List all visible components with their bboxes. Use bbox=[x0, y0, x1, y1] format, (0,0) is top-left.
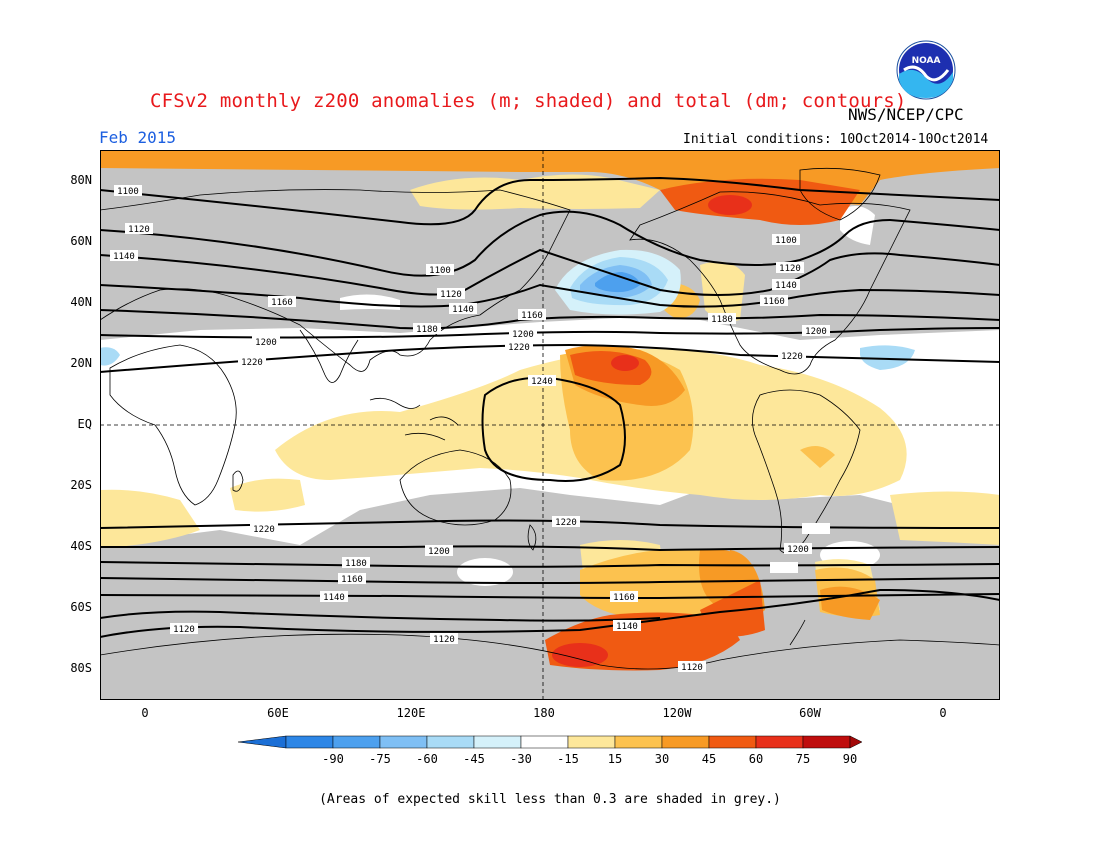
lat-label-eq: EQ bbox=[77, 417, 92, 431]
svg-text:1220: 1220 bbox=[781, 352, 803, 362]
colorbar-tick-label: -30 bbox=[510, 752, 532, 766]
svg-text:1120: 1120 bbox=[779, 264, 801, 274]
colorbar-arrow-left bbox=[238, 735, 287, 749]
colorbar bbox=[238, 735, 862, 749]
colorbar-cell bbox=[661, 735, 710, 749]
svg-text:1160: 1160 bbox=[613, 593, 635, 603]
lat-label-20n: 20N bbox=[70, 356, 92, 370]
svg-text:1180: 1180 bbox=[345, 559, 367, 569]
svg-text:1100: 1100 bbox=[775, 236, 797, 246]
colorbar-tick-label: -45 bbox=[463, 752, 485, 766]
colorbar-tick-label: 15 bbox=[607, 752, 623, 766]
agency-label: NWS/NCEP/CPC bbox=[848, 105, 964, 124]
contour-labels: 1100 1100 1100 1120 1120 1120 1120 1120 … bbox=[110, 185, 830, 673]
svg-text:1120: 1120 bbox=[173, 625, 195, 635]
svg-text:1220: 1220 bbox=[508, 343, 530, 353]
noaa-logo: NOAA bbox=[896, 40, 956, 100]
svg-text:1220: 1220 bbox=[555, 518, 577, 528]
svg-text:1140: 1140 bbox=[113, 252, 135, 262]
svg-text:1120: 1120 bbox=[433, 635, 455, 645]
lat-label-20s: 20S bbox=[70, 478, 92, 492]
svg-text:1180: 1180 bbox=[711, 315, 733, 325]
svg-text:1200: 1200 bbox=[255, 338, 277, 348]
svg-text:1120: 1120 bbox=[128, 225, 150, 235]
colorbar-cell bbox=[802, 735, 851, 749]
colorbar-cell bbox=[332, 735, 381, 749]
lon-label-120e: 120E bbox=[396, 706, 426, 720]
svg-text:1220: 1220 bbox=[253, 525, 275, 535]
svg-text:1120: 1120 bbox=[681, 663, 703, 673]
lat-label-40s: 40S bbox=[70, 539, 92, 553]
colorbar-tick-label: -15 bbox=[557, 752, 579, 766]
svg-text:1140: 1140 bbox=[323, 593, 345, 603]
svg-text:1100: 1100 bbox=[117, 187, 139, 197]
colorbar-tick-label: 75 bbox=[795, 752, 811, 766]
map-frame bbox=[100, 150, 1000, 700]
lat-label-60n: 60N bbox=[70, 234, 92, 248]
lat-label-80n: 80N bbox=[70, 173, 92, 187]
svg-text:1240: 1240 bbox=[531, 377, 553, 387]
colorbar-tick-label: 90 bbox=[842, 752, 858, 766]
colorbar-cell bbox=[426, 735, 475, 749]
colorbar-cell bbox=[755, 735, 804, 749]
svg-text:1100: 1100 bbox=[429, 266, 451, 276]
svg-text:1200: 1200 bbox=[805, 327, 827, 337]
svg-text:1140: 1140 bbox=[616, 622, 638, 632]
lon-label-180: 180 bbox=[533, 706, 555, 720]
svg-text:1200: 1200 bbox=[787, 545, 809, 555]
svg-text:NOAA: NOAA bbox=[912, 56, 941, 66]
coastlines bbox=[100, 167, 1000, 670]
skill-footnote: (Areas of expected skill less than 0.3 a… bbox=[319, 792, 781, 807]
svg-text:1140: 1140 bbox=[452, 305, 474, 315]
colorbar-cell bbox=[379, 735, 428, 749]
colorbar-cell bbox=[473, 735, 522, 749]
lat-label-40n: 40N bbox=[70, 295, 92, 309]
initial-conditions: Initial conditions: 10Oct2014-10Oct2014 bbox=[683, 132, 989, 147]
colorbar-cell bbox=[285, 735, 334, 749]
map-title: CFSv2 monthly z200 anomalies (m; shaded)… bbox=[150, 90, 907, 112]
valid-month: Feb 2015 bbox=[99, 128, 177, 147]
svg-text:1200: 1200 bbox=[428, 547, 450, 557]
svg-text:1180: 1180 bbox=[416, 325, 438, 335]
lon-label-60e: 60E bbox=[267, 706, 289, 720]
anomaly-75-90 bbox=[552, 195, 752, 667]
svg-text:1160: 1160 bbox=[763, 297, 785, 307]
colorbar-cell bbox=[520, 735, 569, 749]
lat-label-80s: 80S bbox=[70, 661, 92, 675]
lon-label-0: 0 bbox=[141, 706, 149, 720]
anomaly-map: 1100 1100 1100 1120 1120 1120 1120 1120 … bbox=[100, 150, 1000, 700]
svg-text:1220: 1220 bbox=[241, 358, 263, 368]
svg-text:1160: 1160 bbox=[341, 575, 363, 585]
svg-text:1200: 1200 bbox=[512, 330, 534, 340]
colorbar-tick-label: 60 bbox=[748, 752, 764, 766]
colorbar-tick-label: -75 bbox=[369, 752, 391, 766]
svg-text:1160: 1160 bbox=[521, 311, 543, 321]
colorbar-tick-label: 30 bbox=[654, 752, 670, 766]
lon-label-0-east: 0 bbox=[939, 706, 947, 720]
svg-text:1120: 1120 bbox=[440, 290, 462, 300]
colorbar-tick-label: 45 bbox=[701, 752, 717, 766]
colorbar-cells bbox=[238, 735, 862, 749]
colorbar-cell bbox=[567, 735, 616, 749]
colorbar-tick-label: -90 bbox=[322, 752, 344, 766]
colorbar-tick-label: -60 bbox=[416, 752, 438, 766]
colorbar-arrow-right bbox=[849, 735, 862, 749]
lat-label-60s: 60S bbox=[70, 600, 92, 614]
lon-label-120w: 120W bbox=[662, 706, 692, 720]
lon-label-60w: 60W bbox=[799, 706, 821, 720]
colorbar-cell bbox=[708, 735, 757, 749]
svg-text:1160: 1160 bbox=[271, 298, 293, 308]
svg-text:1140: 1140 bbox=[775, 281, 797, 291]
colorbar-cell bbox=[614, 735, 663, 749]
